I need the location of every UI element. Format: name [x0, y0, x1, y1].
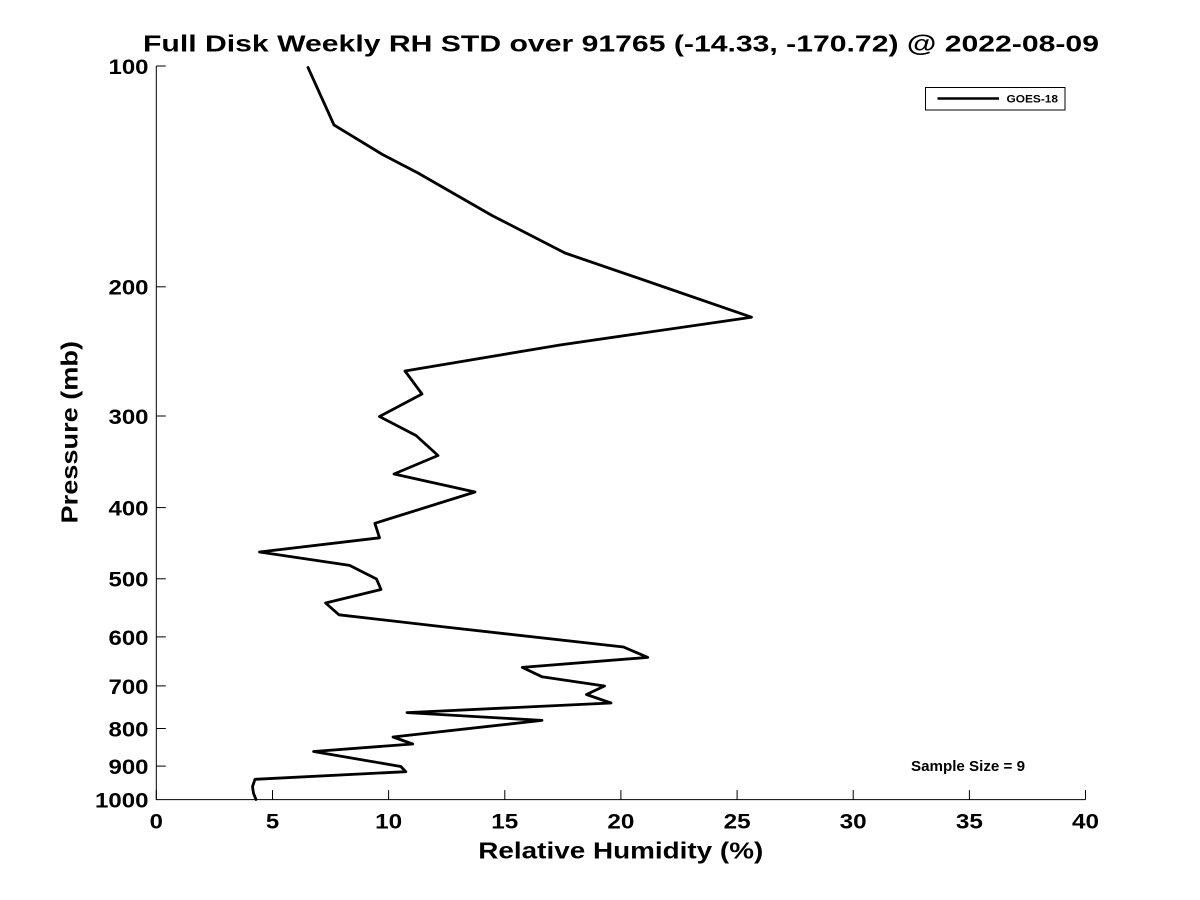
- svg-text:30: 30: [840, 810, 867, 834]
- svg-text:40: 40: [1072, 810, 1099, 834]
- svg-text:300: 300: [109, 405, 149, 429]
- svg-text:Relative Humidity (%): Relative Humidity (%): [478, 838, 763, 864]
- svg-text:35: 35: [956, 810, 983, 834]
- svg-text:200: 200: [109, 276, 149, 300]
- svg-text:100: 100: [109, 55, 149, 79]
- svg-text:Pressure (mb): Pressure (mb): [57, 341, 83, 524]
- svg-text:1000: 1000: [95, 789, 149, 813]
- svg-text:20: 20: [607, 810, 634, 834]
- svg-text:Sample Size = 9: Sample Size = 9: [911, 758, 1025, 775]
- svg-text:600: 600: [109, 626, 149, 650]
- svg-text:GOES-18: GOES-18: [1007, 94, 1059, 106]
- svg-text:25: 25: [724, 810, 751, 834]
- svg-text:500: 500: [109, 568, 149, 592]
- svg-text:15: 15: [491, 810, 518, 834]
- svg-text:900: 900: [109, 755, 149, 779]
- svg-text:5: 5: [266, 810, 279, 834]
- svg-text:10: 10: [375, 810, 402, 834]
- svg-text:700: 700: [109, 675, 149, 699]
- svg-text:800: 800: [109, 717, 149, 741]
- svg-text:0: 0: [150, 810, 163, 834]
- svg-text:400: 400: [109, 497, 149, 521]
- svg-text:Full Disk Weekly RH STD over 9: Full Disk Weekly RH STD over 91765 (-14.…: [143, 31, 1099, 57]
